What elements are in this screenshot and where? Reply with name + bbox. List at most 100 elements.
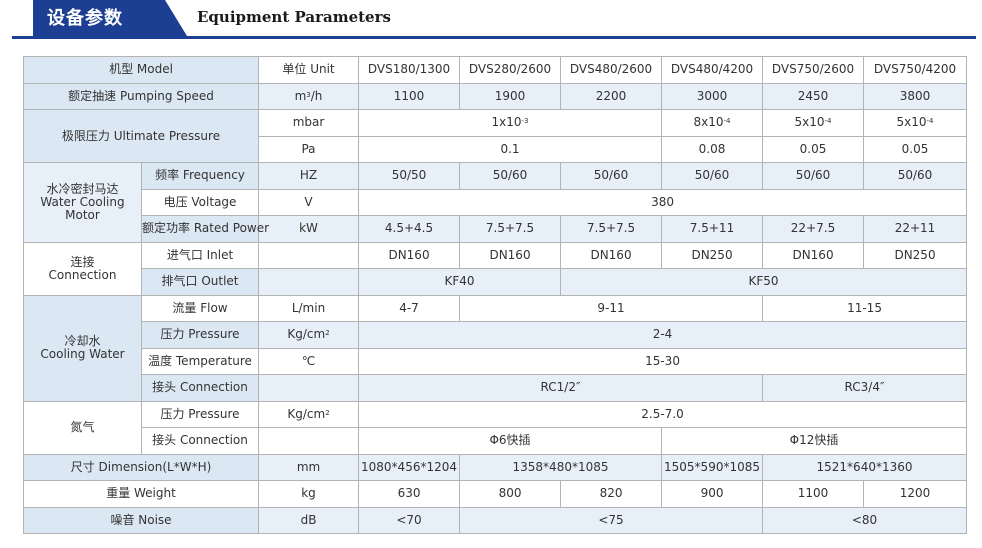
weight-cell: 1100 (762, 480, 865, 508)
flow-label: 流量 Flow (140, 294, 260, 322)
nitrogen-group-label: 氮气 (23, 400, 142, 455)
section-tab (33, 0, 187, 36)
row-outlet: 排气口 Outlet KF40 KF50 (24, 268, 968, 296)
cooling-fitting-unit (258, 374, 360, 402)
weight-cell: 1200 (863, 480, 968, 508)
inlet-cell: DN160 (459, 241, 562, 269)
power-cell: 22+11 (863, 215, 968, 243)
weight-cell: 800 (459, 480, 562, 508)
nitrogen-pressure-label: 压力 Pressure (140, 400, 260, 428)
row-frequency: 水冷密封马达 Water Cooling Motor 频率 Frequency H… (23, 162, 968, 243)
row-weight: 重量 Weight kg 630 800 820 900 1100 1200 (22, 480, 968, 508)
chevron-right-icon (18, 10, 29, 26)
temperature-value: 15-30 (358, 347, 968, 375)
inlet-cell: DN250 (863, 241, 968, 269)
ultimate-pa-merged: 0.1 (358, 135, 663, 163)
nitrogen-fitting-cell: Φ6快插 (358, 427, 663, 455)
flow-cell: 4-7 (358, 294, 461, 322)
ultimate-pressure-label: 极限压力 Ultimate Pressure (22, 109, 260, 163)
temperature-unit: ℃ (258, 347, 360, 375)
voltage-value: 380 (358, 188, 968, 216)
row-rated-power: 额定功率 Rated Power kW 4.5+4.5 7.5+7.5 7.5+… (24, 215, 968, 243)
flow-unit: L/min (258, 294, 360, 322)
row-nitrogen-fitting: 接头 Connection Φ6快插 Φ12快插 (24, 427, 968, 455)
row-voltage: 电压 Voltage V 380 (24, 188, 968, 216)
nitrogen-fitting-label: 接头 Connection (140, 427, 260, 455)
rated-power-unit: kW (258, 215, 360, 243)
dimension-cell: 1080*456*1204 (358, 453, 461, 481)
speed-cell: 2200 (560, 82, 663, 110)
outlet-label: 排气口 Outlet (140, 268, 260, 296)
outlet-cell: KF50 (560, 268, 968, 296)
noise-cell: <70 (358, 506, 461, 534)
model-cell: DVS750/4200 (863, 56, 968, 84)
rated-power-label: 额定功率 Rated Power (140, 215, 269, 243)
cooling-pressure-unit: Kg/cm2 (258, 321, 360, 349)
connection-group-label: 连接 Connection (23, 241, 142, 296)
cooling-fitting-cell: RC3/4″ (762, 374, 968, 402)
dimension-cell: 1521*640*1360 (762, 453, 968, 481)
frequency-unit: HZ (258, 162, 360, 190)
temperature-label: 温度 Temperature (140, 347, 260, 375)
dimension-cell: 1358*480*1085 (459, 453, 663, 481)
ultimate-mbar-unit: mbar (258, 109, 360, 137)
outlet-cell: KF40 (358, 268, 562, 296)
nitrogen-fitting-cell: Φ12快插 (661, 427, 968, 455)
cooling-pressure-label: 压力 Pressure (140, 321, 260, 349)
row-flow: 冷却水 Cooling Water 流量 Flow L/min 4-7 9-11 … (23, 294, 968, 402)
nitrogen-pressure-unit: Kg/cm2 (258, 400, 360, 428)
header-rule (12, 36, 976, 39)
nitrogen-pressure-value: 2.5-7.0 (358, 400, 968, 428)
row-dimension: 尺寸 Dimension(L*W*H) mm 1080*456*1204 135… (22, 453, 968, 481)
speed-cell: 2450 (762, 82, 865, 110)
row-nitrogen-pressure: 氮气 压力 Pressure Kg/cm2 2.5-7.0 (23, 400, 968, 455)
voltage-unit: V (258, 188, 360, 216)
model-cell: DVS280/2600 (459, 56, 562, 84)
pumping-speed-unit: m3/h (258, 82, 360, 110)
power-cell: 22+7.5 (762, 215, 865, 243)
row-ultimate-mbar: 极限压力 Ultimate Pressure mbar 1x10-3 8x10-… (22, 109, 968, 163)
dimension-label: 尺寸 Dimension(L*W*H) (22, 453, 260, 481)
nitrogen-fitting-unit (258, 427, 360, 455)
noise-label: 噪音 Noise (22, 506, 260, 534)
parameters-table: 机型 Model 单位 Unit DVS180/1300 DVS280/2600… (22, 56, 968, 534)
speed-cell: 3800 (863, 82, 968, 110)
noise-unit: dB (258, 506, 360, 534)
frequency-cell: 50/60 (560, 162, 663, 190)
flow-cell: 9-11 (459, 294, 764, 322)
weight-cell: 820 (560, 480, 663, 508)
cooling-pressure-value: 2-4 (358, 321, 968, 349)
speed-cell: 3000 (661, 82, 764, 110)
row-model: 机型 Model 单位 Unit DVS180/1300 DVS280/2600… (22, 56, 968, 84)
row-temperature: 温度 Temperature ℃ 15-30 (24, 347, 968, 375)
speed-cell: 1100 (358, 82, 461, 110)
weight-unit: kg (258, 480, 360, 508)
flow-cell: 11-15 (762, 294, 968, 322)
row-cooling-pressure: 压力 Pressure Kg/cm2 2-4 (24, 321, 968, 349)
model-cell: DVS750/2600 (762, 56, 865, 84)
section-title-cn: 设备参数 (47, 8, 123, 29)
frequency-cell: 50/50 (358, 162, 461, 190)
dimension-cell: 1505*590*1085 (661, 453, 764, 481)
ultimate-mbar-cell: 8x10-4 (661, 109, 764, 137)
ultimate-mbar-cell: 5x10-4 (863, 109, 968, 137)
weight-cell: 900 (661, 480, 764, 508)
speed-cell: 1900 (459, 82, 562, 110)
voltage-label: 电压 Voltage (140, 188, 260, 216)
noise-cell: <80 (762, 506, 968, 534)
motor-group-label: 水冷密封马达 Water Cooling Motor (23, 162, 142, 243)
power-cell: 4.5+4.5 (358, 215, 461, 243)
model-cell: DVS180/1300 (358, 56, 461, 84)
row-pumping-speed: 额定抽速 Pumping Speed m3/h 1100 1900 2200 3… (22, 82, 968, 110)
inlet-cell: DN160 (358, 241, 461, 269)
weight-cell: 630 (358, 480, 461, 508)
ultimate-pa-unit: Pa (258, 135, 360, 163)
power-cell: 7.5+11 (661, 215, 764, 243)
ultimate-mbar-cell: 5x10-4 (762, 109, 865, 137)
cooling-fitting-label: 接头 Connection (140, 374, 260, 402)
weight-label: 重量 Weight (22, 480, 260, 508)
frequency-label: 频率 Frequency (140, 162, 260, 190)
cooling-water-group-label: 冷却水 Cooling Water (23, 294, 142, 402)
section-header: 设备参数 Equipment Parameters (0, 0, 982, 42)
inlet-unit (258, 241, 360, 269)
